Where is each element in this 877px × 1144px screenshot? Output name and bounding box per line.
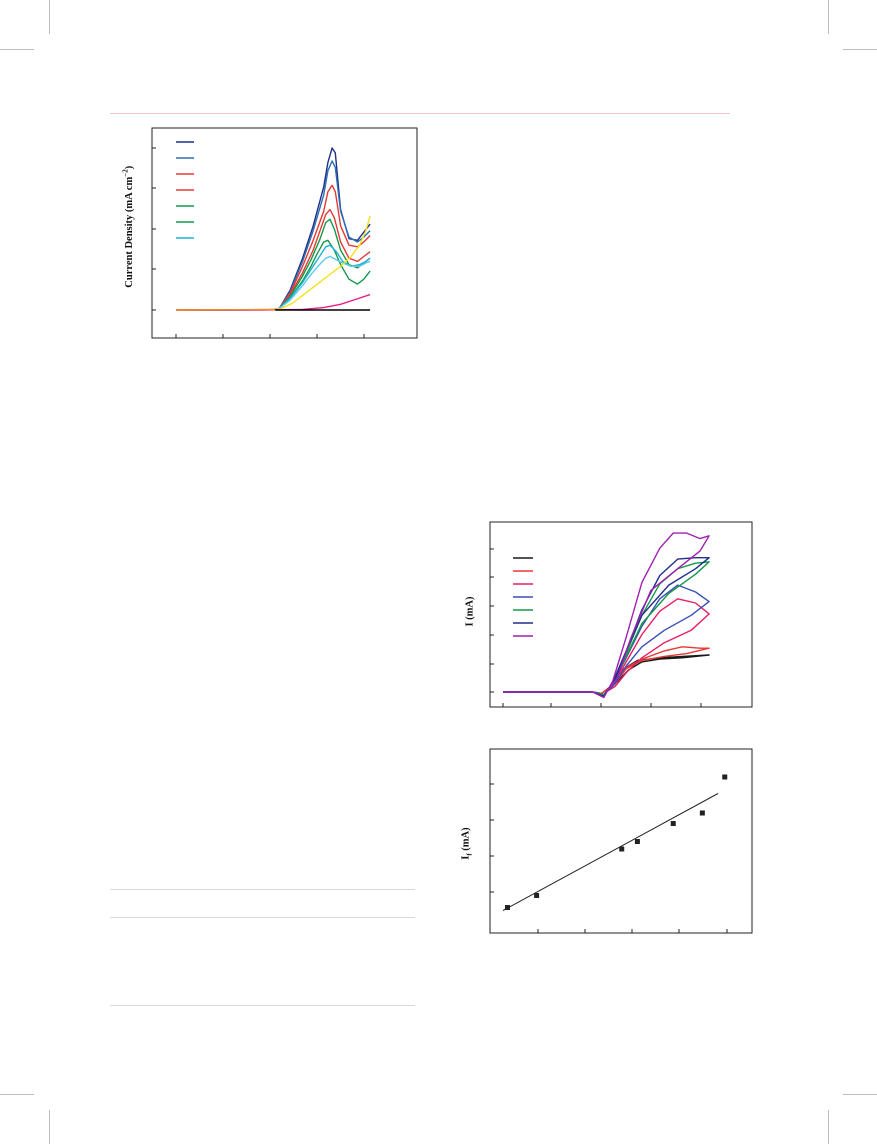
series-line-1 <box>175 147 371 311</box>
crop-mark-bottom-left-v <box>49 1110 50 1144</box>
series-line-8 <box>175 255 371 311</box>
plot-frame <box>151 127 418 339</box>
series-line-5 <box>503 561 710 696</box>
figure-current-vs-potential: I (mA) <box>455 518 755 713</box>
plot-frame <box>489 748 753 934</box>
series-line-3 <box>175 184 371 311</box>
data-point-6 <box>699 810 705 816</box>
crop-mark-bottom-right-v <box>828 1110 829 1144</box>
series-line-7 <box>175 244 371 311</box>
series-line-6 <box>503 557 710 697</box>
fit-line <box>502 793 719 911</box>
crop-mark-bottom-left-h <box>0 1094 34 1095</box>
plot-frame <box>489 521 753 708</box>
series-line-2 <box>175 160 371 311</box>
series-line-4 <box>503 584 710 696</box>
crop-mark-top-right-h <box>843 49 877 50</box>
series-line-2 <box>503 646 710 695</box>
series-line-11 <box>175 308 276 311</box>
series-line-3 <box>503 598 710 696</box>
data-point-4 <box>634 839 640 844</box>
series-line-10 <box>176 293 371 311</box>
chart-current-density <box>151 127 418 339</box>
crop-mark-top-right-v <box>828 0 829 34</box>
crop-mark-top-left-v <box>49 0 50 34</box>
table-rule-middle <box>110 917 415 918</box>
data-point-3 <box>619 846 625 852</box>
chart-peak-current-fit <box>489 748 753 934</box>
series-line-1 <box>503 654 710 695</box>
data-point-7 <box>722 774 728 780</box>
figure-peak-current-fit: If (mA) <box>455 745 755 940</box>
chart-current-vs-potential <box>489 521 753 708</box>
header-rule <box>110 113 730 114</box>
series-line-7 <box>503 532 710 699</box>
table-rule-top <box>110 889 415 890</box>
crop-mark-bottom-right-h <box>843 1094 877 1095</box>
data-point-2 <box>534 893 540 898</box>
table-rule-bottom <box>110 1005 415 1006</box>
data-point-1 <box>504 905 510 910</box>
figure-current-density: Current Density (mA cm−2) <box>110 120 420 340</box>
series-line-9 <box>175 215 371 311</box>
data-point-5 <box>670 821 676 826</box>
crop-mark-top-left-h <box>0 49 34 50</box>
